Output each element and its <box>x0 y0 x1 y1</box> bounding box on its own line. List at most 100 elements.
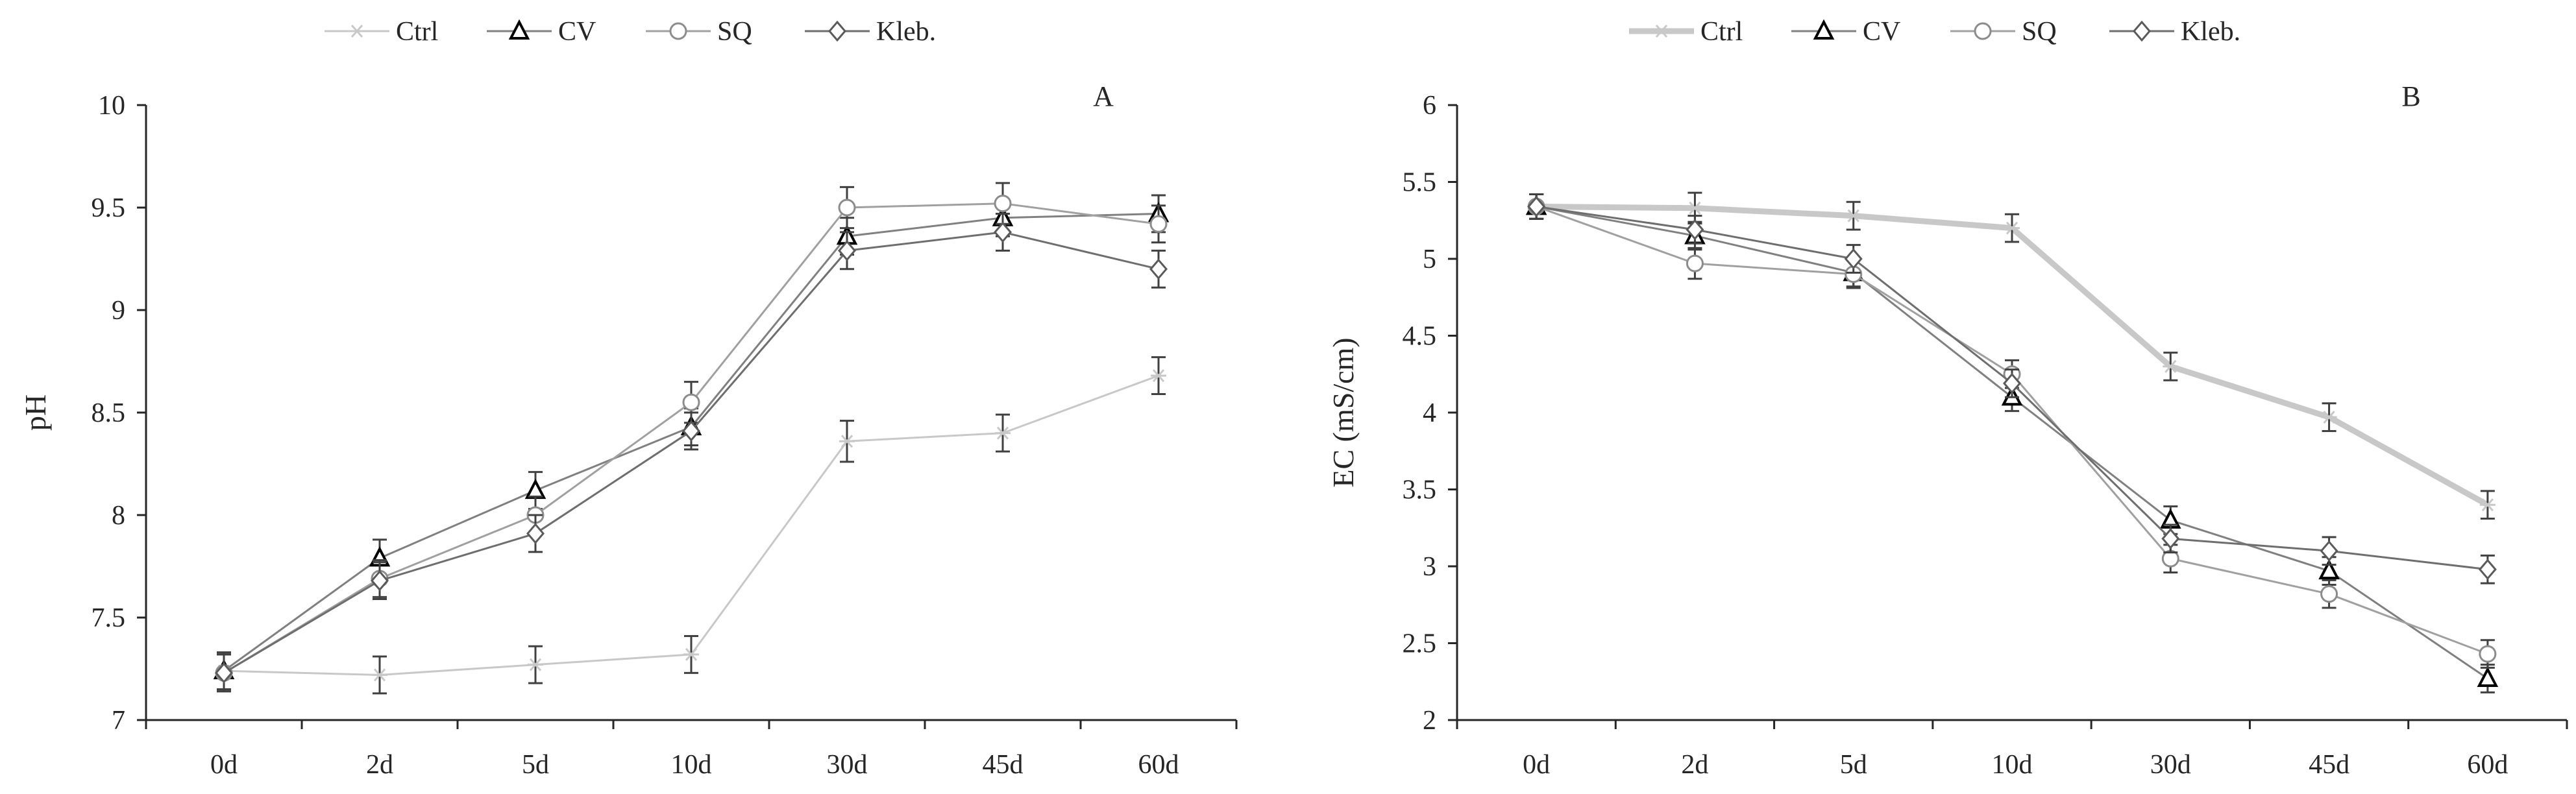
panel-label: A <box>1093 80 1114 112</box>
data-point-kleb <box>2161 528 2180 549</box>
x-tick-label: 60d <box>1138 750 1179 780</box>
data-point-ctrl <box>1151 369 1166 383</box>
legend-marker-cv <box>1813 19 1835 40</box>
x-tick-label: 30d <box>827 750 868 780</box>
data-point-ctrl <box>683 647 699 661</box>
legend-label: CV <box>1863 17 1900 47</box>
y-tick-label: 9.5 <box>92 193 126 223</box>
y-tick-label: 2.5 <box>1403 629 1437 659</box>
legend-label: SQ <box>2022 17 2057 47</box>
data-point-kleb <box>2003 372 2021 394</box>
y-tick-label: 10 <box>98 91 125 121</box>
legend-item-kleb: Kleb. <box>805 17 936 47</box>
y-tick-label: 8.5 <box>92 398 126 428</box>
y-tick-label: 5.5 <box>1403 168 1437 198</box>
data-point-sq <box>2320 585 2338 603</box>
series-ctrl <box>216 356 1166 695</box>
series-kleb <box>1527 193 2497 584</box>
series-line-sq <box>1536 206 2488 655</box>
y-tick-label: 5 <box>1423 245 1436 274</box>
y-tick-label: 7 <box>112 706 125 736</box>
data-point-cv <box>2477 666 2499 688</box>
data-point-ctrl <box>995 426 1011 440</box>
legend-label: Ctrl <box>1700 17 1743 47</box>
x-tick-label: 45d <box>983 750 1024 780</box>
data-point-kleb <box>682 420 700 442</box>
legend-item-ctrl: Ctrl <box>1629 17 1743 47</box>
legend: Ctrl CV SQ Kleb. <box>325 17 936 47</box>
x-tick-label: 0d <box>1523 750 1550 780</box>
data-point-ctrl <box>1687 201 1703 215</box>
data-point-ctrl <box>2163 359 2179 373</box>
x-tick-label: 60d <box>2467 750 2508 780</box>
legend-marker-sq <box>1974 22 1992 40</box>
legend-item-cv: CV <box>1791 17 1900 47</box>
legend-label: CV <box>558 17 596 47</box>
data-point-kleb <box>1149 258 1168 280</box>
data-point-sq <box>2479 645 2497 663</box>
x-tick-label: 2d <box>366 750 393 780</box>
legend-item-ctrl: Ctrl <box>325 17 438 47</box>
data-point-kleb <box>838 240 856 261</box>
y-tick-label: 6 <box>1423 91 1436 121</box>
y-tick-label: 3.5 <box>1403 475 1437 505</box>
legend-marker-sq <box>669 22 687 40</box>
legend-item-sq: SQ <box>646 17 752 47</box>
data-point-kleb <box>526 523 545 544</box>
legend-label: SQ <box>717 17 752 47</box>
data-point-kleb <box>994 221 1012 243</box>
x-tick-label: 5d <box>1840 750 1867 780</box>
x-tick-label: 30d <box>2150 750 2191 780</box>
data-point-ctrl <box>839 435 855 448</box>
series-kleb <box>215 212 1168 693</box>
x-tick-label: 10d <box>671 750 712 780</box>
y-tick-label: 4.5 <box>1403 322 1437 352</box>
y-axis-title: pH <box>19 394 52 431</box>
x-tick-label: 5d <box>522 750 549 780</box>
y-tick-label: 7.5 <box>92 603 126 633</box>
data-point-kleb <box>2320 540 2338 562</box>
data-point-kleb <box>1527 196 1546 217</box>
y-tick-label: 3 <box>1423 552 1436 582</box>
legend-label: Kleb. <box>876 17 936 47</box>
data-point-sq <box>1686 254 1704 272</box>
panel-label: B <box>2401 80 2420 112</box>
legend-label: Kleb. <box>2181 17 2240 47</box>
data-point-sq <box>1149 215 1168 233</box>
data-point-kleb <box>2478 559 2497 581</box>
x-tick-label: 2d <box>1681 750 1708 780</box>
data-point-kleb <box>1686 219 1704 241</box>
data-point-ctrl <box>1845 209 1861 223</box>
legend-item-cv: CV <box>487 17 596 47</box>
series-cv <box>1525 193 2499 693</box>
legend-marker-ctrl <box>1654 25 1669 38</box>
series-line-ctrl <box>1536 203 2490 508</box>
legend-marker-cv <box>508 19 530 40</box>
series-line-cv <box>1536 205 2488 680</box>
series-line-kleb <box>223 231 1159 674</box>
legend-marker-ctrl <box>349 25 365 38</box>
legend: Ctrl CV SQ Kleb. <box>1629 17 2240 47</box>
y-tick-label: 2 <box>1423 706 1436 736</box>
data-point-sq <box>682 393 700 411</box>
data-point-kleb <box>371 570 389 592</box>
legend-marker-kleb <box>828 20 846 42</box>
data-point-ctrl <box>372 668 387 682</box>
data-point-ctrl <box>2004 221 2020 235</box>
legend-label: Ctrl <box>396 17 438 47</box>
legend-marker-kleb <box>2133 20 2151 42</box>
x-tick-label: 45d <box>2309 750 2349 780</box>
data-point-cv <box>2318 559 2340 580</box>
x-tick-label: 10d <box>1992 750 2033 780</box>
x-tick-label: 0d <box>210 750 238 780</box>
data-point-sq <box>838 198 856 217</box>
y-axis-title: EC (mS/cm) <box>1327 337 1360 487</box>
y-tick-label: 4 <box>1423 398 1436 428</box>
data-point-ctrl <box>528 658 543 671</box>
data-point-ctrl <box>2479 498 2496 512</box>
y-tick-label: 9 <box>112 296 125 326</box>
data-point-kleb <box>215 662 233 684</box>
